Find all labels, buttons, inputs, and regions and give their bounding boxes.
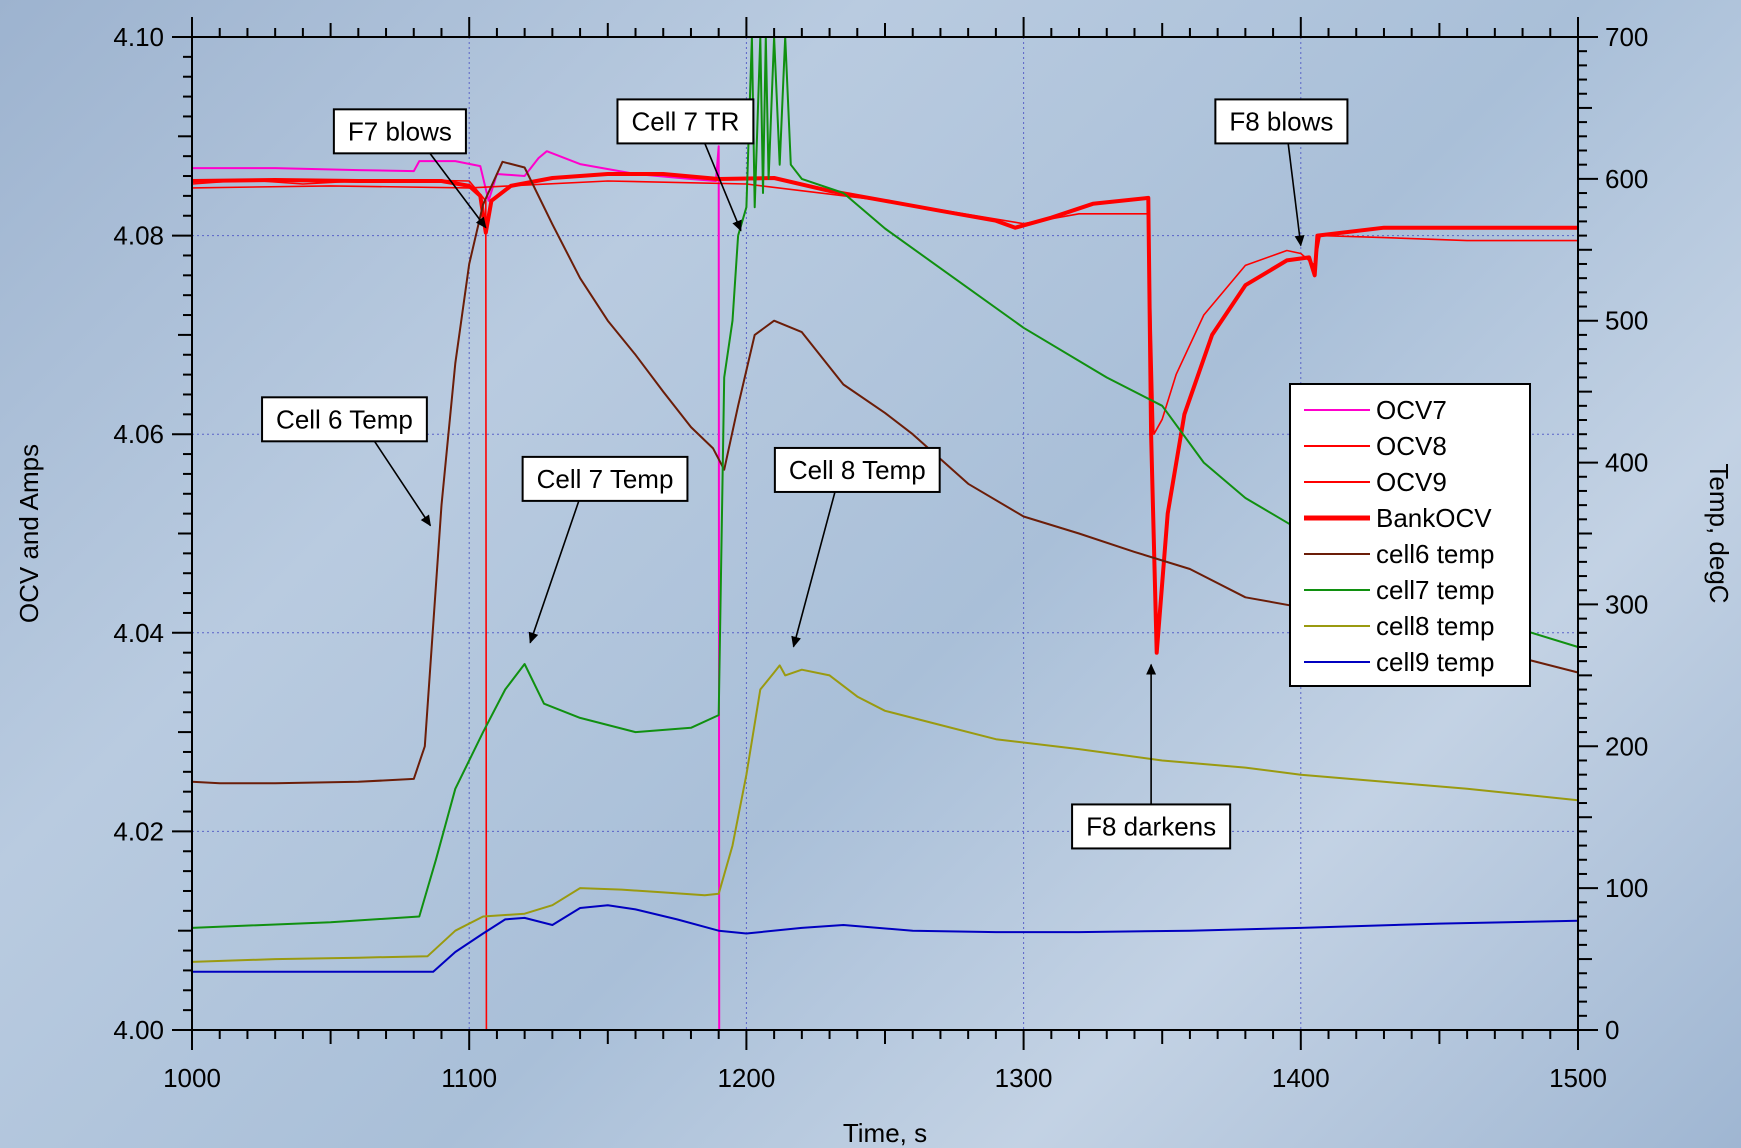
annotation-label: Cell 7 TR bbox=[631, 106, 739, 136]
annotation: F8 darkens bbox=[1071, 663, 1232, 850]
legend-label: cell6 temp bbox=[1376, 539, 1495, 569]
x-tick-label: 1500 bbox=[1549, 1063, 1607, 1093]
legend-label: OCV8 bbox=[1376, 431, 1447, 461]
y-left-tick-label: 4.08 bbox=[113, 221, 164, 251]
annotation-box bbox=[332, 108, 467, 155]
legend-label: cell8 temp bbox=[1376, 611, 1495, 641]
annotation: F8 blows bbox=[1214, 98, 1349, 247]
annotation-label: F7 blows bbox=[348, 116, 452, 146]
y-axis-right-label: Temp, degC bbox=[1704, 463, 1734, 603]
annotation-label: Cell 7 Temp bbox=[537, 464, 674, 494]
y-right-tick-label: 0 bbox=[1605, 1015, 1619, 1045]
annotation-box bbox=[261, 396, 428, 443]
legend-label: cell9 temp bbox=[1376, 647, 1495, 677]
y-left-tick-label: 4.02 bbox=[113, 816, 164, 846]
annotation: Cell 8 Temp bbox=[773, 446, 941, 648]
series-line-cell6-temp bbox=[191, 160, 1579, 785]
y-right-tick-label: 100 bbox=[1605, 873, 1648, 903]
series-line-cell8-temp bbox=[191, 664, 1579, 963]
legend-box bbox=[1289, 383, 1531, 687]
annotation-label: F8 blows bbox=[1229, 106, 1333, 136]
x-tick-label: 1200 bbox=[717, 1063, 775, 1093]
series-line-ocv7 bbox=[192, 145, 721, 1031]
annotation-label: F8 darkens bbox=[1086, 811, 1216, 841]
annotation-arrow bbox=[373, 440, 432, 527]
annotation-label: Cell 8 Temp bbox=[789, 455, 926, 485]
x-tick-label: 1100 bbox=[441, 1063, 497, 1093]
y-left-tick-label: 4.10 bbox=[113, 22, 164, 52]
legend-label: OCV9 bbox=[1376, 467, 1447, 497]
legend-label: BankOCV bbox=[1376, 503, 1492, 533]
annotation-arrow bbox=[1287, 143, 1305, 247]
annotation-box bbox=[1214, 98, 1349, 145]
x-axis-label: Time, s bbox=[843, 1118, 927, 1148]
annotation-box bbox=[521, 455, 689, 502]
series-line-ocv8 bbox=[191, 179, 488, 1031]
legend-label: cell7 temp bbox=[1376, 575, 1495, 605]
annotation: Cell 7 Temp bbox=[521, 455, 689, 644]
annotation: F7 blows bbox=[332, 108, 487, 229]
y-right-tick-label: 700 bbox=[1605, 22, 1648, 52]
annotation-box bbox=[1071, 803, 1232, 850]
y-axis-left-label: OCV and Amps bbox=[14, 444, 44, 623]
annotation-arrow bbox=[704, 143, 742, 232]
x-tick-label: 1400 bbox=[1272, 1063, 1330, 1093]
series-line-cell9-temp bbox=[192, 904, 1579, 973]
y-right-tick-label: 600 bbox=[1605, 164, 1648, 194]
annotation-arrow bbox=[429, 152, 487, 229]
series-line-cell7-temp bbox=[191, 36, 1579, 929]
annotation-label: Cell 6 Temp bbox=[276, 404, 413, 434]
annotation-box bbox=[773, 446, 941, 493]
y-right-tick-label: 500 bbox=[1605, 306, 1648, 336]
annotation: Cell 6 Temp bbox=[261, 396, 432, 527]
y-right-tick-label: 300 bbox=[1605, 589, 1648, 619]
y-right-tick-label: 400 bbox=[1605, 448, 1648, 478]
annotation: Cell 7 TR bbox=[616, 98, 755, 232]
legend: OCV7 OCV8 OCV9 BankOCV cell6 temp cell7 temp c… bbox=[1289, 383, 1531, 687]
x-tick-label: 1300 bbox=[995, 1063, 1053, 1093]
annotations: F7 blows Cell 7 TR F8 blows Cell 6 Temp Cell… bbox=[261, 98, 1349, 850]
y-right-tick-label: 200 bbox=[1605, 731, 1648, 761]
y-left-tick-label: 4.00 bbox=[113, 1015, 164, 1045]
axes: 1000 1100 1200 1300 1400 15004.004.024.044.06… bbox=[113, 17, 1648, 1093]
annotation-arrow bbox=[528, 500, 580, 644]
y-left-tick-label: 4.04 bbox=[113, 618, 164, 648]
annotation-box bbox=[616, 98, 755, 145]
legend-label: OCV7 bbox=[1376, 395, 1447, 425]
x-tick-label: 1000 bbox=[163, 1063, 221, 1093]
annotation-arrow bbox=[791, 491, 836, 648]
y-left-tick-label: 4.06 bbox=[113, 419, 164, 449]
